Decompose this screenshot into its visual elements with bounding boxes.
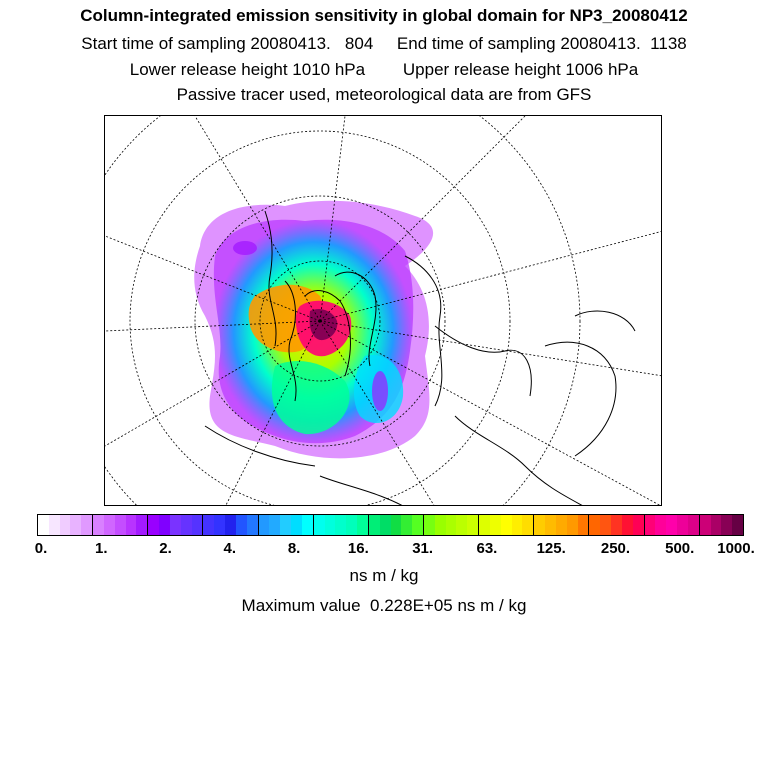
colorbar-cell <box>390 515 402 535</box>
colorbar-cell <box>621 515 633 535</box>
colorbar-tick-label: 1000. <box>717 540 755 557</box>
colorbar-tick-label: 4. <box>223 540 237 557</box>
colorbar-tick-label: 8. <box>287 540 301 557</box>
colorbar-cell <box>313 515 325 535</box>
plume-blob-north <box>233 241 257 255</box>
colorbar-cell <box>291 515 302 535</box>
colorbar <box>37 514 744 536</box>
colorbar-cell <box>412 515 424 535</box>
colorbar-cell <box>423 515 435 535</box>
colorbar-cell <box>522 515 535 535</box>
colorbar-cell <box>103 515 115 535</box>
colorbar-cell <box>721 515 733 535</box>
colorbar-cell <box>666 515 678 535</box>
sensitivity-map <box>105 116 661 505</box>
colorbar-tick-label: 250. <box>600 540 631 557</box>
colorbar-cell <box>269 515 281 535</box>
colorbar-tick-label: 500. <box>665 540 695 557</box>
maximum-value-label: Maximum value 0.228E+05 ns m / kg <box>241 596 527 615</box>
plume-green <box>271 361 350 435</box>
plume-maroon-core <box>309 309 338 341</box>
colorbar-tick-label: 125. <box>536 540 566 557</box>
colorbar-tick-label: 31. <box>412 540 434 557</box>
colorbar-cell <box>710 515 722 535</box>
colorbar-cell <box>445 515 457 535</box>
colorbar-cell <box>534 515 546 535</box>
colorbar-cell <box>456 515 468 535</box>
units-label: ns m / kg <box>349 566 419 585</box>
colorbar-cell <box>258 515 270 535</box>
colorbar-cell <box>81 515 94 535</box>
coastlines <box>204 210 636 505</box>
colorbar-cell <box>545 515 556 535</box>
colorbar-cell <box>225 515 236 535</box>
colorbar-cell <box>191 515 204 535</box>
colorbar-cell <box>70 515 82 535</box>
colorbar-cell <box>148 515 160 535</box>
colorbar-cell <box>324 515 336 535</box>
colorbar-cell <box>335 515 347 535</box>
colorbar-cell <box>655 515 667 535</box>
colorbar-tick-label: 2. <box>159 540 172 557</box>
colorbar-cell <box>611 515 622 535</box>
colorbar-cell <box>169 515 181 535</box>
colorbar-cell <box>214 515 226 535</box>
colorbar-cell <box>114 515 126 535</box>
plot-title: Column-integrated emission sensitivity i… <box>80 6 688 25</box>
colorbar-cell <box>379 515 391 535</box>
colorbar-cell <box>368 515 380 535</box>
colorbar-cell <box>357 515 369 535</box>
colorbar-cell <box>235 515 247 535</box>
colorbar-cell <box>59 515 71 535</box>
colorbar-tick-labels: 0. 1. 2. 4. 8. 16. 31. 63. 125. 250. 500. 1000. <box>0 540 768 560</box>
colorbar-cell <box>280 515 292 535</box>
colorbar-cell <box>246 515 259 535</box>
colorbar-cell <box>589 515 601 535</box>
colorbar-cell <box>677 515 688 535</box>
colorbar-cell <box>699 515 711 535</box>
colorbar-cell <box>644 515 656 535</box>
colorbar-cell <box>48 515 60 535</box>
sampling-time-line: Start time of sampling 20080413. 804 End… <box>81 34 687 53</box>
colorbar-cell <box>632 515 645 535</box>
colorbar-cell <box>511 515 523 535</box>
release-height-line: Lower release height 1010 hPa Upper rele… <box>129 60 639 79</box>
colorbar-cell <box>479 515 490 535</box>
colorbar-cell <box>38 515 49 535</box>
colorbar-tick-label: 1. <box>95 540 108 557</box>
colorbar-cell <box>555 515 567 535</box>
colorbar-cell <box>687 515 700 535</box>
meridians <box>105 116 661 505</box>
colorbar-cell <box>346 515 358 535</box>
colorbar-tick-label: 16. <box>347 540 369 557</box>
colorbar-cell <box>566 515 578 535</box>
colorbar-cell <box>401 515 413 535</box>
map-panel <box>104 115 662 506</box>
latitude-circles <box>105 116 581 505</box>
colorbar-cell <box>180 515 192 535</box>
colorbar-cell <box>136 515 149 535</box>
colorbar-cell <box>500 515 512 535</box>
colorbar-cell <box>93 515 104 535</box>
colorbar-cell <box>732 515 743 535</box>
colorbar-cell <box>301 515 314 535</box>
colorbar-cell <box>467 515 480 535</box>
colorbar-tick-label: 63. <box>476 540 498 557</box>
colorbar-tick-label: 0. <box>34 540 48 557</box>
colorbar-cell <box>577 515 590 535</box>
colorbar-cell <box>203 515 215 535</box>
colorbar-cell <box>600 515 612 535</box>
plume-blob-east <box>372 371 388 411</box>
colorbar-cell <box>159 515 170 535</box>
colorbar-cell <box>125 515 137 535</box>
colorbar-cell <box>489 515 501 535</box>
colorbar-cell <box>434 515 446 535</box>
tracer-info-line: Passive tracer used, meteorological data… <box>176 85 592 104</box>
